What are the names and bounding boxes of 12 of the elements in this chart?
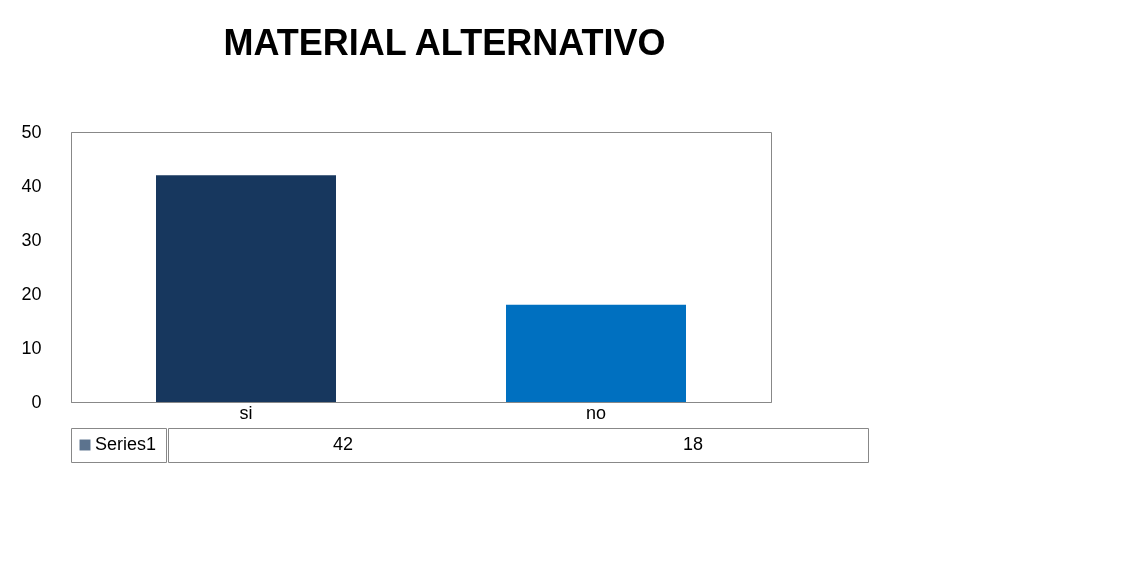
y-tick-label: 20 xyxy=(21,283,42,304)
y-tick-label: 40 xyxy=(21,175,42,196)
x-tick-label: no xyxy=(585,402,607,423)
y-tick-label: 50 xyxy=(21,121,42,142)
y-tick-label: 10 xyxy=(21,337,42,358)
y-tick-label: 0 xyxy=(31,391,42,412)
legend-label: Series1 xyxy=(95,434,157,454)
x-tick-label: si xyxy=(239,402,253,423)
y-tick-label: 30 xyxy=(21,229,42,250)
data-label: 42 xyxy=(332,434,354,454)
data-label: 18 xyxy=(682,434,704,454)
chart-title: MATERIAL ALTERNATIVO xyxy=(223,21,666,63)
